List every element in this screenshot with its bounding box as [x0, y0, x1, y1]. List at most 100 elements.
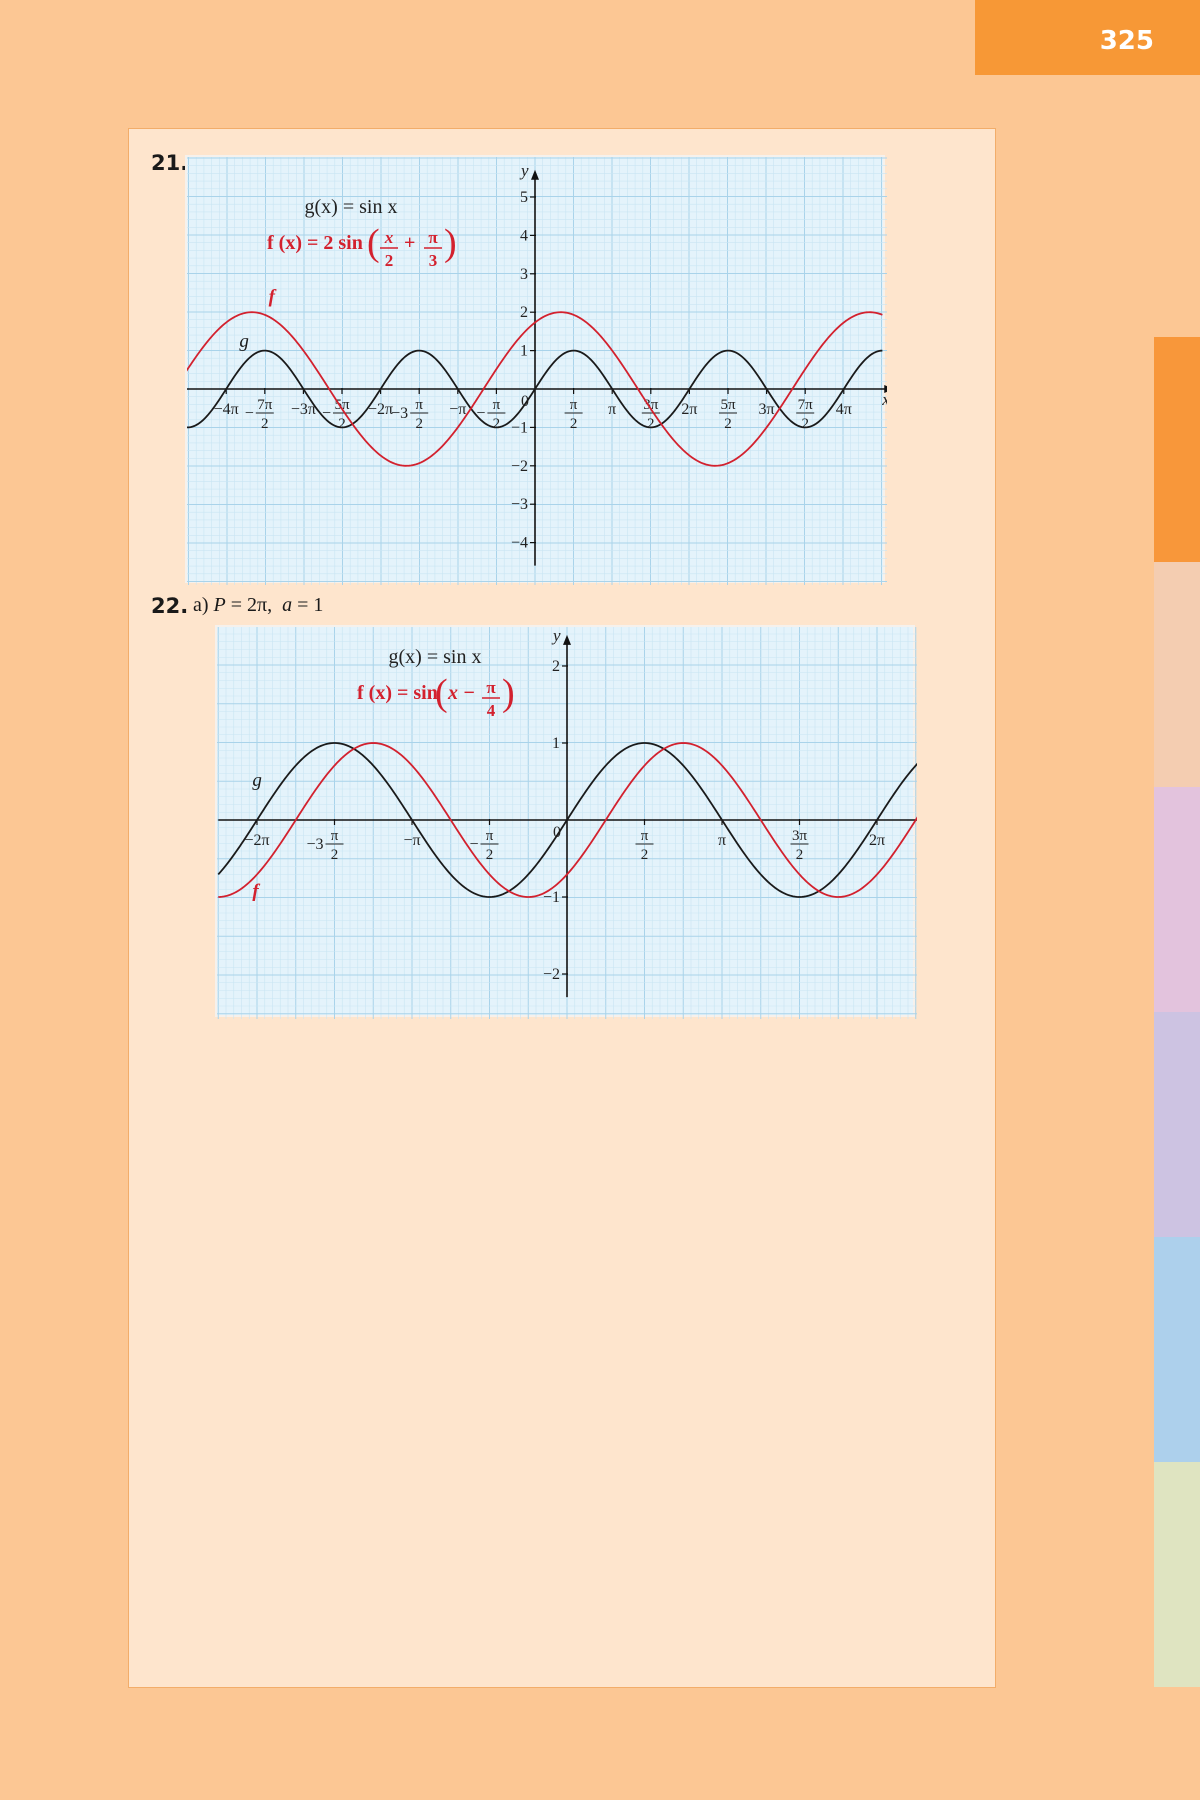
x-tick-numerator: π	[415, 397, 423, 413]
chart-exercise-21: xy054321−1−2−3−4−4π7π2−−3π5π2−−2ππ2−3−ππ…	[185, 155, 887, 585]
y-tick-label: −3	[511, 496, 528, 513]
x-tick-sign: −	[322, 405, 331, 422]
page-number: 325	[1099, 25, 1154, 56]
x-tick-label: −3π	[291, 401, 316, 418]
x-tick-fraction: 5π2	[719, 397, 737, 432]
x-tick-fraction: π2	[564, 397, 583, 432]
series-f-label: f	[269, 287, 277, 308]
series-g-curve	[187, 349, 883, 429]
chapter-tab-4	[1154, 1012, 1200, 1237]
y-tick-label: 4	[520, 227, 528, 244]
legend-f-frac-num: π	[486, 678, 496, 697]
x-tick-denominator: 2	[801, 416, 809, 432]
x-tick-sign: −3	[391, 405, 408, 422]
legend-f-frac-den: 4	[487, 701, 496, 720]
legend-f-frac2-den: 3	[429, 251, 438, 270]
page-number-tab: 325	[975, 0, 1200, 75]
series-f-curve	[218, 742, 917, 898]
x-tick-fraction: 3π2	[641, 397, 660, 432]
y-tick-label: 3	[520, 266, 528, 283]
y-axis-label: y	[519, 161, 529, 180]
x-tick-fraction: π2	[635, 828, 654, 863]
grid	[187, 157, 887, 585]
subtitle-a-rest: = 1	[292, 594, 324, 616]
x-tick-label: 2π	[681, 401, 697, 418]
x-tick-label: π	[718, 832, 726, 849]
x-tick-numerator: 5π	[720, 397, 736, 413]
x-tick-numerator: 7π	[798, 397, 814, 413]
x-tick-fraction: π 2−	[476, 397, 506, 432]
x-tick-numerator: π	[570, 397, 578, 413]
x-tick-label: −2π	[244, 832, 269, 849]
legend-f-frac1-num: x	[384, 228, 394, 247]
legend-f-inner: x −	[447, 682, 475, 704]
chapter-tab-1	[1154, 337, 1200, 562]
x-tick-sign: −3	[306, 836, 323, 853]
x-tick-label: 4π	[836, 401, 852, 418]
legend-g-formula: g(x) = sin x	[305, 196, 398, 218]
subtitle-a: a	[282, 594, 293, 616]
legend-f-paren-close: )	[502, 672, 515, 714]
x-tick-sign: −	[476, 405, 485, 422]
x-tick-fraction: 5π 2−	[322, 397, 351, 432]
x-tick-fraction: 7π 2−	[245, 397, 274, 432]
y-tick-label: −1	[543, 889, 560, 906]
x-tick-label: 2π	[869, 832, 885, 849]
x-tick-denominator: 2	[331, 847, 339, 863]
x-tick-sign: −	[469, 836, 478, 853]
x-axis-label: x	[881, 390, 887, 409]
x-tick-label: π	[608, 401, 616, 418]
exercise-22-number: 22.	[151, 594, 189, 618]
x-tick-fraction: π 2 −3	[306, 828, 344, 863]
origin-label: 0	[521, 393, 529, 410]
chapter-tab-6	[1154, 1462, 1200, 1687]
subtitle-part: a)	[193, 594, 209, 616]
chart-21-svg: xy054321−1−2−3−4−4π7π2−−3π5π2−−2ππ2−3−ππ…	[187, 157, 887, 585]
legend-f-frac1-den: 2	[385, 251, 394, 270]
y-axis-arrow	[563, 634, 571, 645]
x-axis-arrow	[884, 385, 887, 393]
x-tick-numerator: π	[331, 828, 339, 844]
x-tick-label: −π	[403, 832, 420, 849]
x-tick-numerator: 5π	[334, 397, 350, 413]
x-tick-numerator: 3π	[792, 828, 808, 844]
series-f-curve	[187, 311, 883, 467]
x-tick-denominator: 2	[724, 416, 732, 432]
x-tick-numerator: π	[493, 397, 501, 413]
x-tick-fraction: 3π2	[790, 828, 809, 863]
subtitle-p-rest: = 2π,	[225, 594, 273, 616]
x-tick-denominator: 2	[261, 416, 269, 432]
legend-f-prefix: f (x) = 2 sin	[267, 232, 363, 254]
exercise-21-number: 21.	[151, 151, 189, 175]
legend-f-paren-open: (	[435, 672, 448, 714]
exercise-22-subtitle: a) P = 2π, a = 1	[193, 594, 323, 617]
y-tick-label: 1	[520, 343, 528, 360]
x-tick-denominator: 2	[570, 416, 578, 432]
x-tick-fraction: π 2−	[469, 828, 499, 863]
legend-f-frac2-num: π	[428, 228, 438, 247]
x-tick-label: 3π	[759, 401, 775, 418]
y-tick-label: 2	[552, 658, 560, 675]
series-g-label: g	[252, 770, 262, 791]
y-tick-label: −1	[511, 419, 528, 436]
chapter-tab-2	[1154, 562, 1200, 787]
y-tick-label: −2	[511, 458, 528, 475]
legend-f-prefix: f (x) = sin	[357, 682, 438, 704]
series-g-label: g	[239, 331, 249, 352]
series-f-label: f	[252, 881, 260, 902]
x-tick-label: −4π	[214, 401, 239, 418]
x-tick-label: −π	[449, 401, 466, 418]
x-tick-numerator: 7π	[257, 397, 273, 413]
y-tick-label: 2	[520, 304, 528, 321]
y-axis-label: y	[551, 627, 561, 645]
x-tick-denominator: 2	[641, 847, 649, 863]
subtitle-p: P	[213, 594, 226, 616]
x-tick-numerator: π	[486, 828, 494, 844]
y-tick-label: 5	[520, 189, 528, 206]
chapter-tab-3	[1154, 787, 1200, 1012]
x-tick-denominator: 2	[796, 847, 804, 863]
y-tick-label: −2	[543, 966, 560, 983]
legend-f-paren-open: (	[367, 222, 380, 264]
